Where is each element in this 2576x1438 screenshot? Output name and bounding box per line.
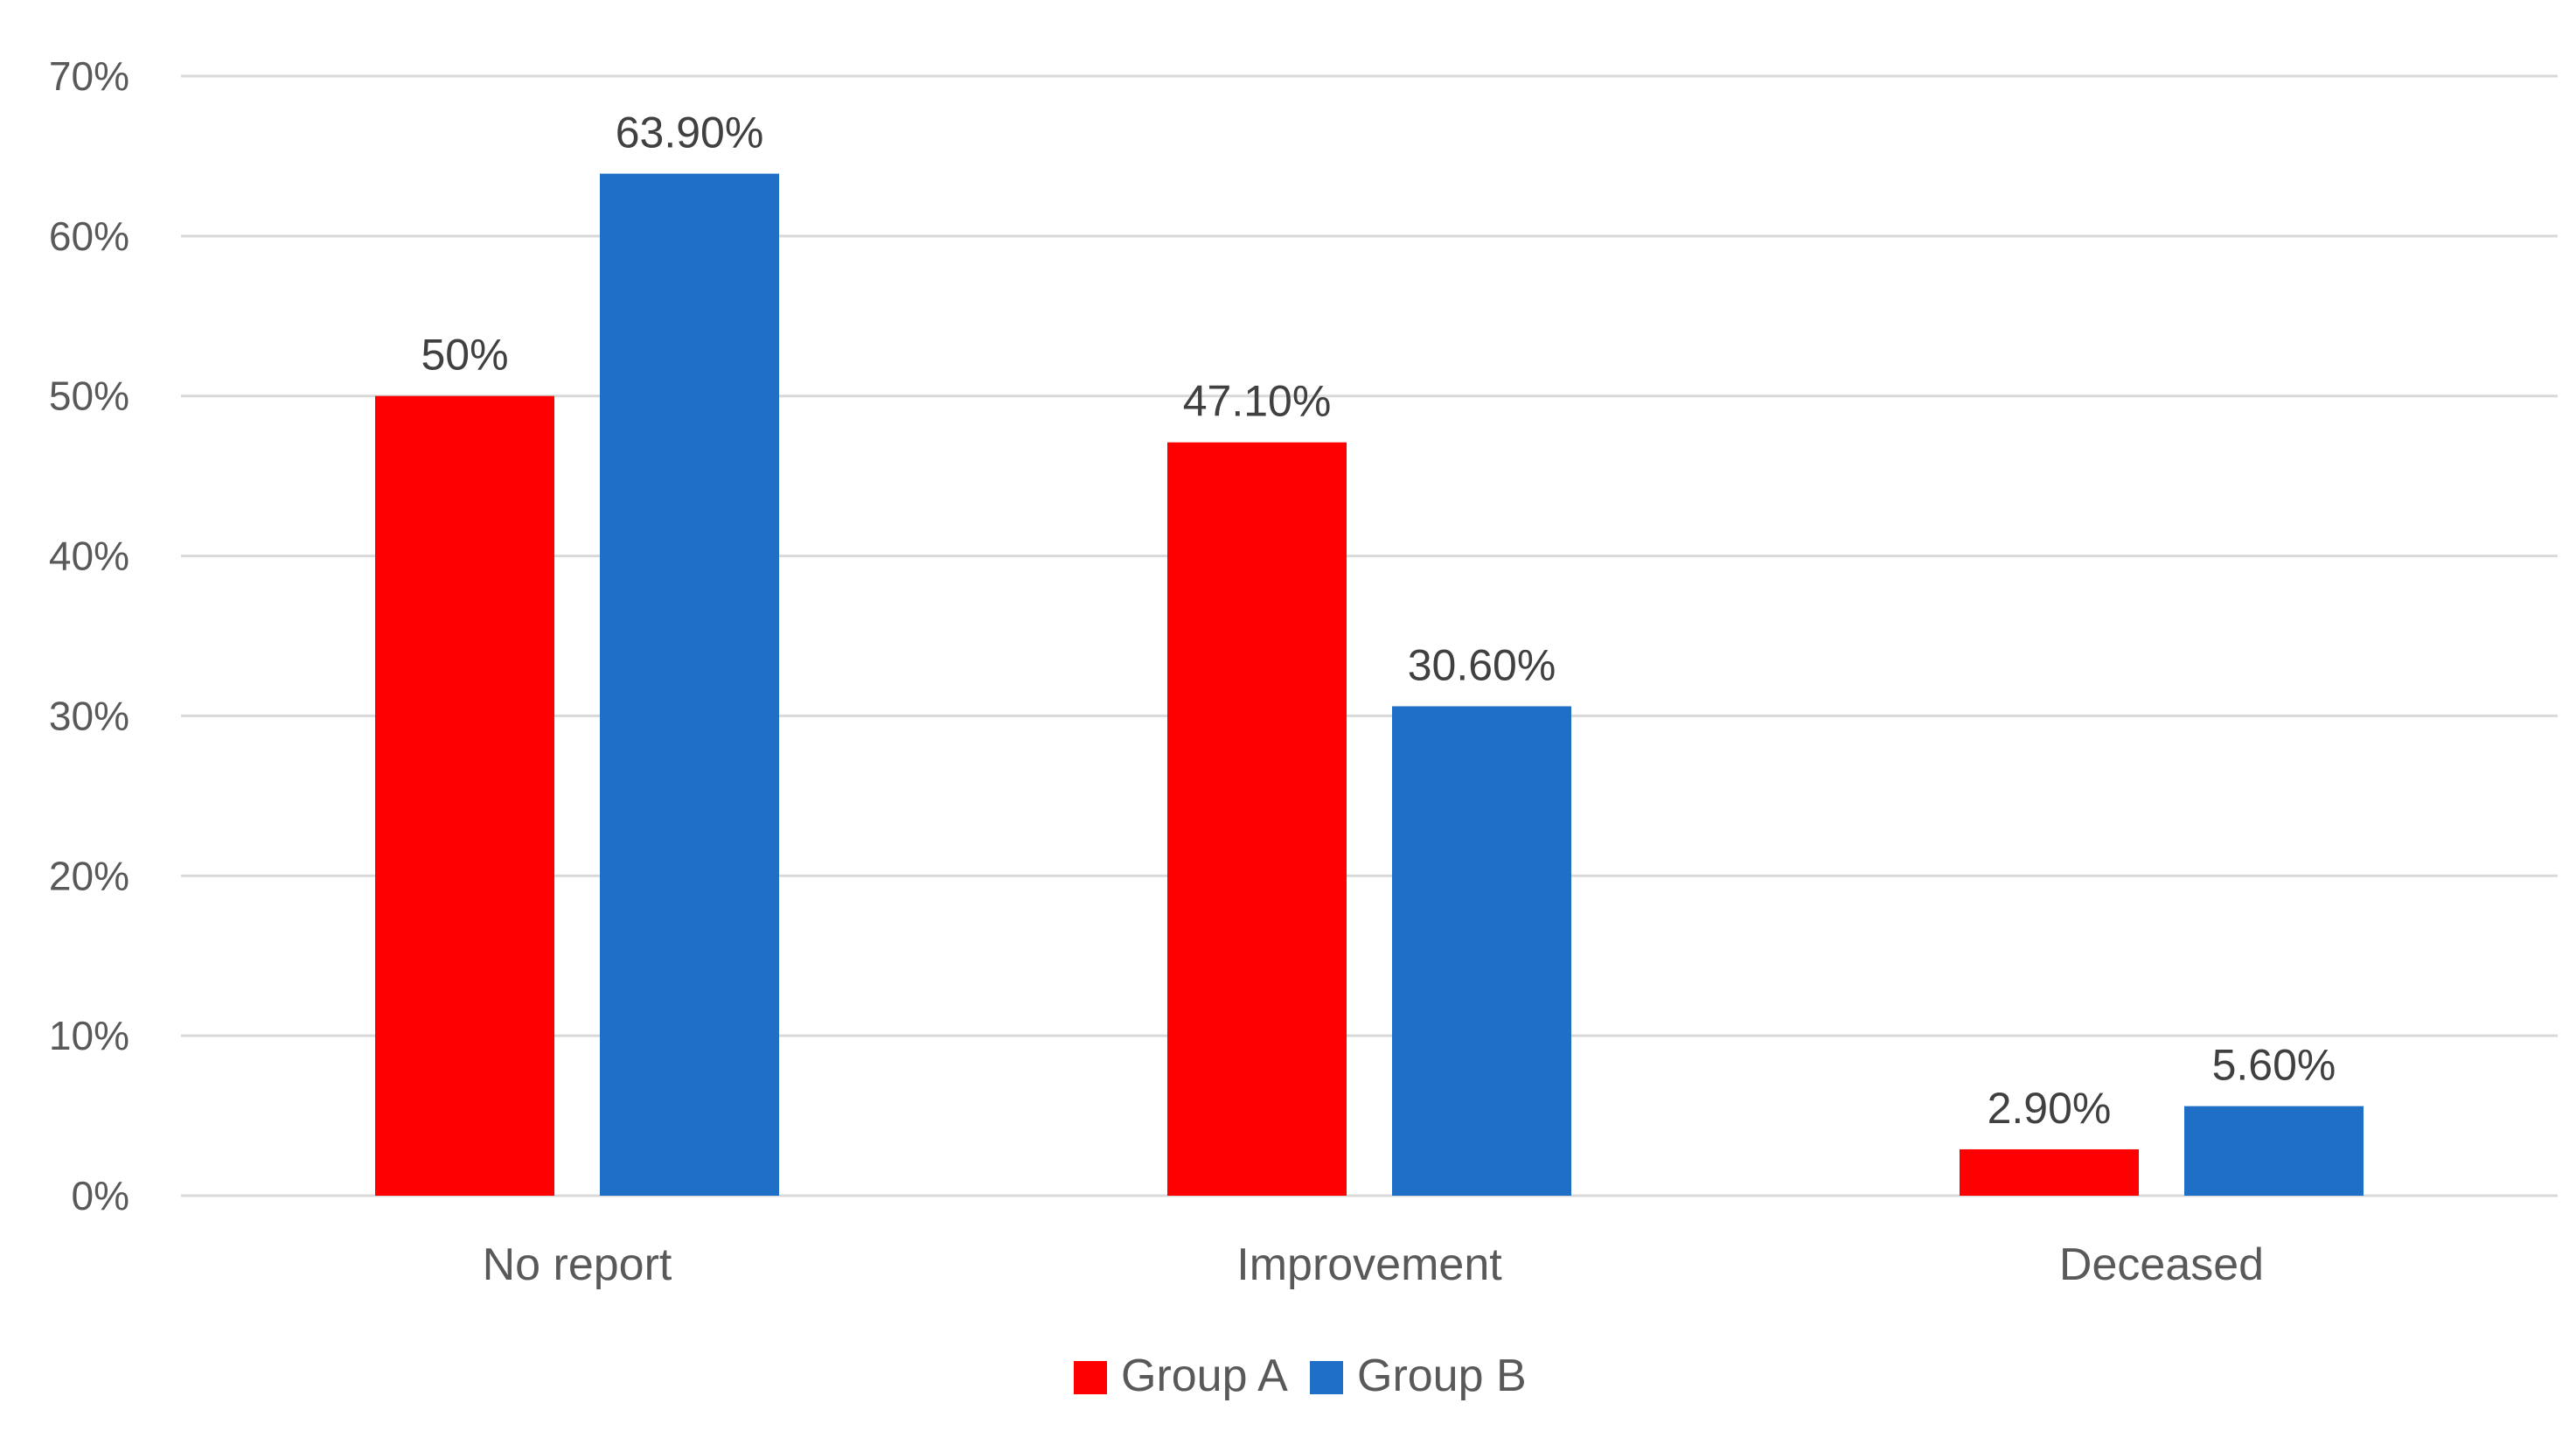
y-tick-label: 20% xyxy=(49,853,129,898)
data-label: 5.60% xyxy=(2212,1041,2336,1090)
y-axis-tick-labels: 0% 10% 20% 30% 40% 50% 60% 70% xyxy=(49,53,129,1218)
legend-item-group-a[interactable]: Group A xyxy=(1074,1351,1288,1401)
data-label: 47.10% xyxy=(1183,377,1332,426)
data-label: 2.90% xyxy=(1988,1084,2112,1133)
bar-group-a-no-report xyxy=(375,395,554,1196)
legend[interactable]: Group A Group B xyxy=(1074,1351,1527,1401)
x-axis-category-labels: No report Improvement Deceased xyxy=(483,1239,2264,1290)
bar-group-a-deceased xyxy=(1960,1148,2139,1196)
y-tick-label: 50% xyxy=(49,373,129,419)
y-tick-label: 0% xyxy=(72,1173,129,1218)
bar-group-b-no-report xyxy=(600,173,779,1197)
legend-label: Group B xyxy=(1357,1351,1527,1401)
legend-swatch xyxy=(1074,1361,1107,1394)
data-label: 63.90% xyxy=(616,108,764,157)
gridlines xyxy=(181,74,2558,1197)
y-tick-label: 10% xyxy=(49,1013,129,1058)
bar-group-a-improvement xyxy=(1167,442,1347,1196)
bar-group-b-improvement xyxy=(1392,706,1571,1196)
bars xyxy=(375,173,2364,1197)
x-category-label: Deceased xyxy=(2059,1239,2264,1290)
legend-item-group-b[interactable]: Group B xyxy=(1310,1351,1527,1401)
legend-label: Group A xyxy=(1121,1351,1288,1401)
y-tick-label: 40% xyxy=(49,534,129,579)
x-category-label: Improvement xyxy=(1236,1239,1502,1290)
y-tick-label: 60% xyxy=(49,213,129,259)
x-category-label: No report xyxy=(483,1239,672,1290)
data-label: 50% xyxy=(421,331,508,380)
y-tick-label: 70% xyxy=(49,53,129,99)
data-label: 30.60% xyxy=(1408,640,1556,689)
legend-swatch xyxy=(1310,1361,1343,1394)
bar-group-b-deceased xyxy=(2184,1106,2364,1196)
y-tick-label: 30% xyxy=(49,693,129,738)
data-labels: 50% 63.90% 47.10% 30.60% 2.90% 5.60% xyxy=(421,108,2336,1133)
